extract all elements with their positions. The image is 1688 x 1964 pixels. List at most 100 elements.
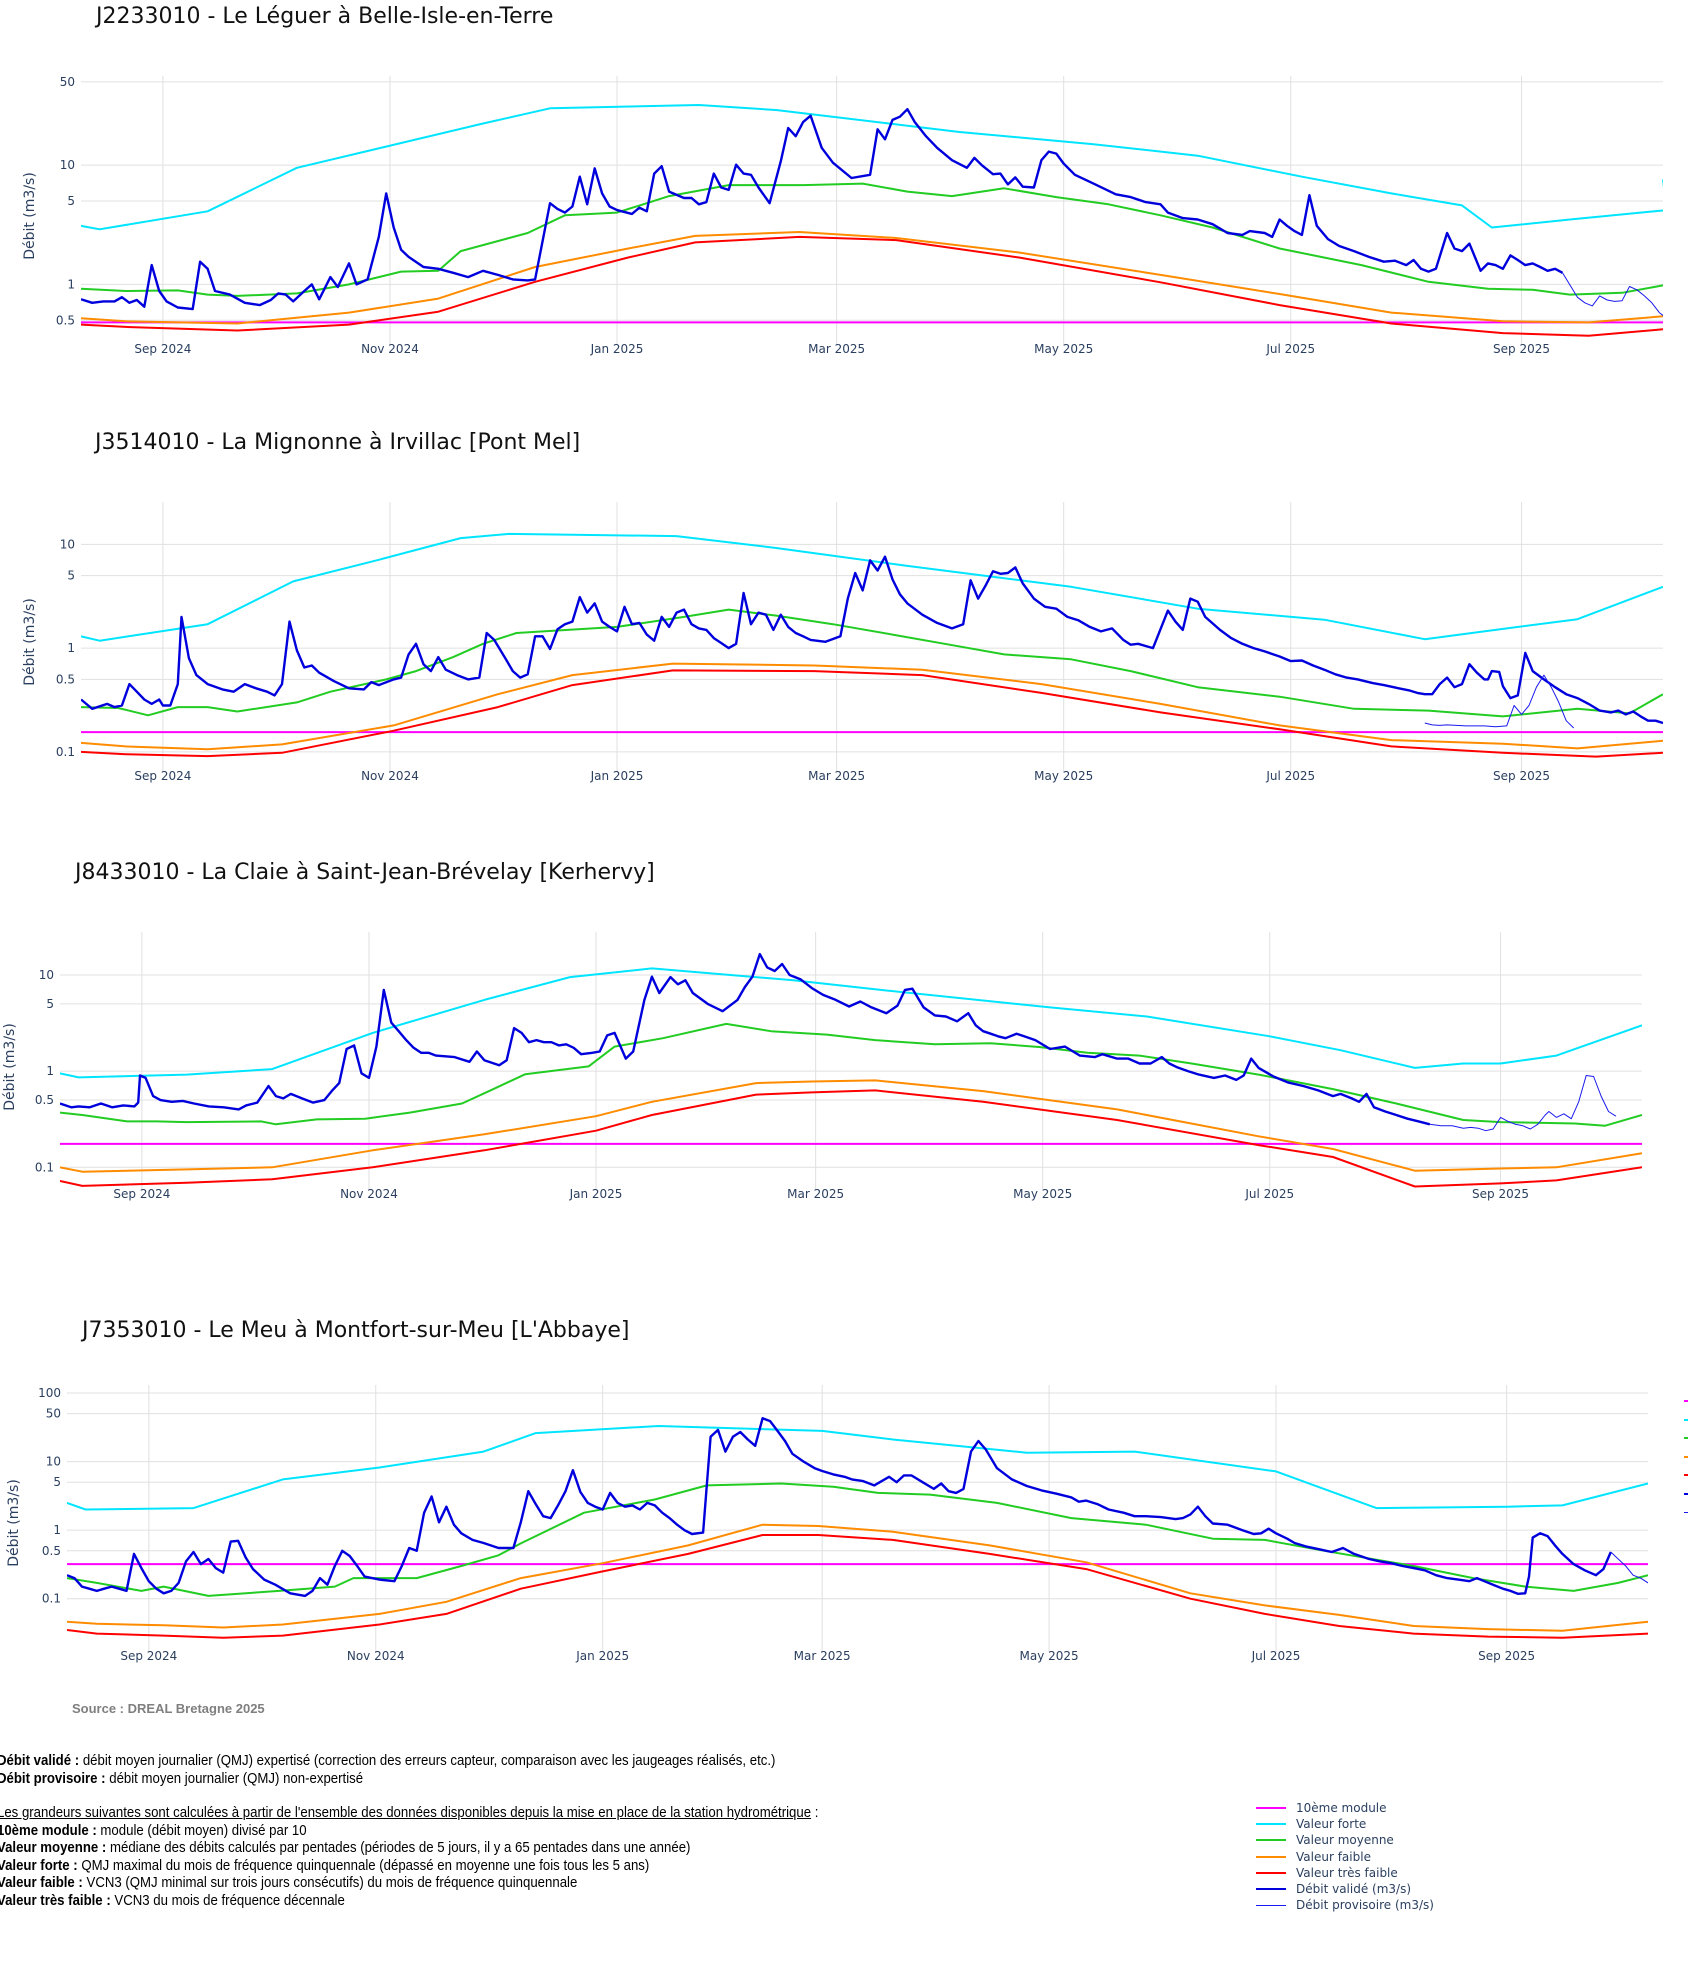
legend-swatch-icon — [1256, 1823, 1286, 1826]
legend-label: Valeur très faible — [1296, 1865, 1398, 1880]
x-tick-label: Sep 2025 — [1472, 1187, 1529, 1201]
x-tick-label: Nov 2024 — [361, 769, 419, 783]
legend-label: Valeur faible — [1296, 1849, 1371, 1864]
chart-2-title: J3514010 - La Mignonne à Irvillac [Pont … — [95, 430, 581, 455]
legend-item-10eme-module[interactable]: 10ème module — [1256, 1800, 1434, 1816]
y-tick-label: 10 — [60, 537, 75, 551]
x-tick-label: Sep 2025 — [1493, 769, 1550, 783]
x-tick-label: May 2025 — [1013, 1187, 1072, 1201]
y-tick-label: 100 — [38, 1386, 61, 1400]
series-faible-line[interactable] — [81, 662, 1663, 751]
series-moyenne-line[interactable] — [81, 182, 1663, 297]
x-tick-label: Jan 2025 — [575, 1649, 629, 1663]
y-tick-label: 5 — [53, 1475, 61, 1489]
legend-label: Valeur moyenne — [1296, 1833, 1394, 1848]
chart-4-title: J7353010 - Le Meu à Montfort-sur-Meu [L'… — [82, 1318, 630, 1343]
y-axis-label: Débit (m3/s) — [22, 172, 38, 260]
y-tick-label: 10 — [60, 158, 75, 172]
series-valide-line[interactable] — [67, 1416, 1612, 1598]
series-forte-line[interactable] — [81, 532, 1663, 642]
mini-legend-marker — [1684, 1492, 1688, 1496]
series-group — [67, 1416, 1648, 1639]
series-valide-line[interactable] — [60, 952, 1431, 1126]
y-tick-label: 5 — [46, 997, 54, 1011]
y-axis-label: Débit (m3/s) — [6, 1479, 22, 1567]
series-provisoire-line[interactable] — [1429, 1075, 1617, 1132]
intro-text: Les grandeurs suivantes sont calculées à… — [0, 1804, 812, 1821]
x-tick-label: Jul 2025 — [1244, 1187, 1294, 1201]
x-tick-label: Mar 2025 — [787, 1187, 844, 1201]
series-valide-line[interactable] — [81, 555, 1663, 725]
series-tres-faible-line[interactable] — [81, 235, 1663, 337]
series-provisoire-line[interactable] — [1610, 1551, 1648, 1584]
series-moyenne-line[interactable] — [81, 608, 1663, 718]
def-10eme-module: 10ème module : module (débit moyen) divi… — [0, 1822, 877, 1840]
legend-item-valeur-tres-faible[interactable]: Valeur très faible — [1256, 1865, 1434, 1881]
series-forte-line[interactable] — [81, 104, 1667, 231]
x-tick-label: Mar 2025 — [808, 769, 865, 783]
y-tick-label: 1 — [67, 277, 75, 291]
x-tick-label: Jan 2025 — [569, 1187, 623, 1201]
mini-legend-marker — [1684, 1418, 1688, 1421]
legend-item-valeur-moyenne[interactable]: Valeur moyenne — [1256, 1832, 1434, 1848]
legend-item-debit-provisoire[interactable]: Débit provisoire (m3/s) — [1256, 1897, 1434, 1913]
series-provisoire-line[interactable] — [1562, 272, 1688, 323]
series-group — [81, 532, 1663, 758]
mini-legend-marker — [1684, 1511, 1688, 1513]
x-tick-label: Sep 2024 — [120, 1649, 177, 1663]
series-tres-faible-line[interactable] — [60, 1089, 1642, 1188]
series-faible-line[interactable] — [81, 231, 1663, 325]
intro-suffix: : — [811, 1804, 819, 1821]
def-label: Valeur faible : — [0, 1874, 83, 1891]
def-valeur-tres-faible: Valeur très faible : VCN3 du mois de fré… — [0, 1892, 877, 1910]
x-tick-label: Sep 2024 — [134, 769, 191, 783]
note-text: débit moyen journalier (QMJ) expertisé (… — [79, 1752, 776, 1769]
series-group — [81, 104, 1688, 337]
chart-4-meu[interactable]: 0.1 0.5 1 5 10 50 100 Sep 2024 Nov 2024 Jan 2025 M… — [0, 0, 1688, 1700]
chart-3-claie[interactable]: 0.1 0.5 1 5 10 Sep 2024 Nov 2024 Jan 2025 Mar 20… — [0, 0, 1688, 1240]
y-tick-label: 10 — [46, 1455, 61, 1469]
y-tick-label: 5 — [67, 194, 75, 208]
series-tres-faible-line[interactable] — [81, 669, 1663, 758]
legend-item-valeur-faible[interactable]: Valeur faible — [1256, 1849, 1434, 1865]
definitions-block: Débit validé : débit moyen journalier (Q… — [0, 1752, 877, 1909]
y-tick-label: 50 — [60, 75, 75, 89]
note-debit-valide: Débit validé : débit moyen journalier (Q… — [0, 1752, 877, 1770]
legend-swatch-icon — [1256, 1839, 1286, 1842]
mini-legend-marker — [1684, 1474, 1688, 1477]
series-forte-line[interactable] — [67, 1425, 1648, 1511]
series-faible-line[interactable] — [67, 1523, 1648, 1632]
series-forte-line[interactable] — [60, 967, 1642, 1079]
chart-1-leguer[interactable]: 0.5 1 5 10 50 Sep 2024 Nov 2024 Jan 2025 Mar 202… — [0, 0, 1688, 380]
mini-legend-marker — [1684, 1455, 1688, 1458]
def-text: module (débit moyen) divisé par 10 — [96, 1821, 307, 1839]
legend-swatch-icon — [1256, 1855, 1286, 1858]
series-tres-faible-line[interactable] — [67, 1534, 1648, 1639]
y-tick-label: 5 — [67, 569, 75, 583]
x-tick-label: Jul 2025 — [1265, 342, 1315, 356]
def-valeur-moyenne: Valeur moyenne : médiane des débits calc… — [0, 1839, 877, 1857]
chart-2-mignonne[interactable]: 0.1 0.5 1 5 10 Sep 2024 Nov 2024 Jan 2025 Mar 20… — [0, 0, 1688, 800]
y-axis-label: Débit (m3/s) — [22, 598, 38, 686]
y-tick-label: 0.5 — [56, 672, 75, 686]
def-text: VCN3 (QMJ minimal sur trois jours conséc… — [82, 1874, 578, 1891]
def-text: QMJ maximal du mois de fréquence quinque… — [77, 1856, 650, 1874]
def-text: VCN3 du mois de fréquence décennale — [110, 1891, 345, 1909]
gridlines — [81, 502, 1663, 772]
definitions-intro: Les grandeurs suivantes sont calculées à… — [0, 1804, 877, 1822]
series-faible-line[interactable] — [60, 1079, 1642, 1173]
series-valide-line[interactable] — [81, 107, 1564, 311]
y-tick-label: 10 — [39, 968, 54, 982]
series-provisoire-line[interactable] — [1424, 674, 1575, 729]
legend: 10ème module Valeur forte Valeur moyenne… — [1256, 1800, 1434, 1913]
legend-item-debit-valide[interactable]: Débit validé (m3/s) — [1256, 1881, 1434, 1897]
mini-legend-marker — [1684, 1437, 1688, 1440]
series-moyenne-line[interactable] — [67, 1482, 1648, 1597]
x-tick-label: Jan 2025 — [590, 342, 644, 356]
clipped-legend-markers — [1684, 1400, 1688, 1530]
chart-3-title: J8433010 - La Claie à Saint-Jean-Brévela… — [75, 860, 655, 885]
legend-label: 10ème module — [1296, 1801, 1387, 1816]
legend-item-valeur-forte[interactable]: Valeur forte — [1256, 1816, 1434, 1832]
x-tick-label: Mar 2025 — [794, 1649, 851, 1663]
mini-legend-marker — [1684, 1400, 1688, 1402]
